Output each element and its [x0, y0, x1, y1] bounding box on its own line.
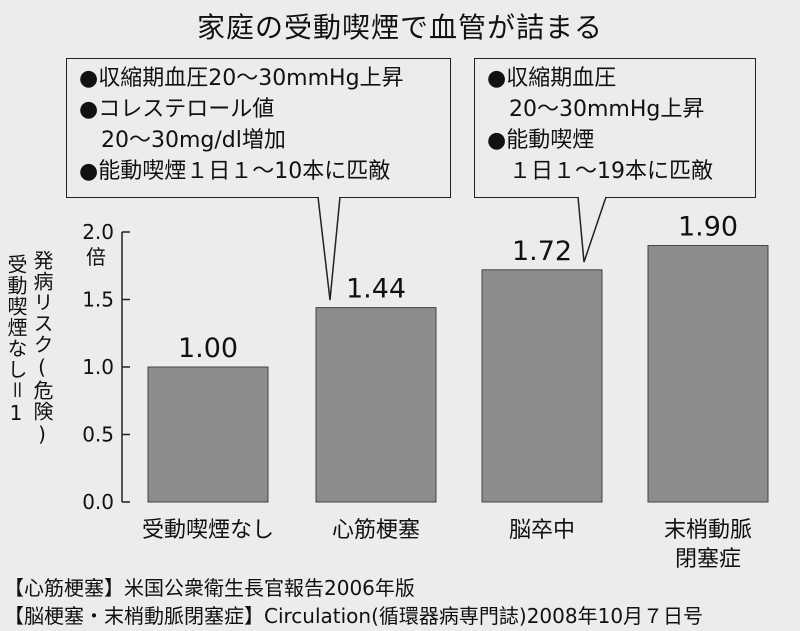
- y-tick-label: 1.5: [82, 288, 114, 312]
- category-label: 心筋梗塞: [332, 518, 420, 543]
- y-tick-label: 2.0: [82, 220, 114, 244]
- y-tick-label: 1.0: [82, 355, 114, 379]
- bar-value-label: 1.72: [512, 236, 572, 267]
- callout-line: ●コレステロール値: [79, 97, 275, 122]
- callout-line: ●能動喫煙１日１～10本に匹敵: [79, 159, 391, 184]
- callout-stroke: ●収縮期血圧 20～30mmHg上昇 ●能動喫煙 １日１～19本に匹敵: [474, 58, 756, 198]
- category-label: 受動喫煙なし: [142, 518, 274, 543]
- y-tick-label: 0.0: [82, 490, 114, 514]
- bar: [147, 366, 269, 503]
- y-unit-label: 倍: [86, 245, 106, 269]
- category-label: 末梢動脈: [664, 518, 752, 543]
- callout-line: 20～30mmHg上昇: [487, 97, 705, 122]
- callout-line: ●収縮期血圧20～30mmHg上昇: [79, 66, 404, 91]
- callout-line: 20～30mg/dl増加: [79, 128, 286, 153]
- y-tick-label: 0.5: [82, 423, 114, 447]
- y-axis-sublabel: 受動喫煙なし＝1: [4, 254, 28, 426]
- callout-line: １日１～19本に匹敵: [487, 159, 713, 184]
- bar-value-label: 1.90: [678, 212, 738, 243]
- bar-value-label: 1.00: [178, 333, 238, 364]
- source-note-1: 【心筋梗塞】米国公衆衛生長官報告2006年版: [4, 576, 415, 600]
- callout-pointer: [317, 196, 341, 301]
- y-axis-label: 発病リスク(危険): [30, 250, 54, 447]
- bar: [647, 245, 769, 503]
- bar-value-label: 1.44: [346, 274, 406, 305]
- category-label: 脳卒中: [509, 518, 575, 543]
- callout-myocardial-infarction: ●収縮期血圧20～30mmHg上昇 ●コレステロール値 20～30mg/dl増加…: [66, 58, 451, 198]
- callout-line: ●収縮期血圧: [487, 66, 617, 91]
- bar: [481, 269, 603, 503]
- callout-pointer: [577, 196, 607, 263]
- callout-line: ●能動喫煙: [487, 128, 595, 153]
- chart-title: 家庭の受動喫煙で血管が詰まる: [196, 11, 603, 44]
- source-note-2: 【脳梗塞・末梢動脈閉塞症】Circulation(循環器病専門誌)2008年10…: [4, 604, 704, 628]
- bar: [315, 307, 437, 503]
- category-label: 閉塞症: [675, 547, 741, 572]
